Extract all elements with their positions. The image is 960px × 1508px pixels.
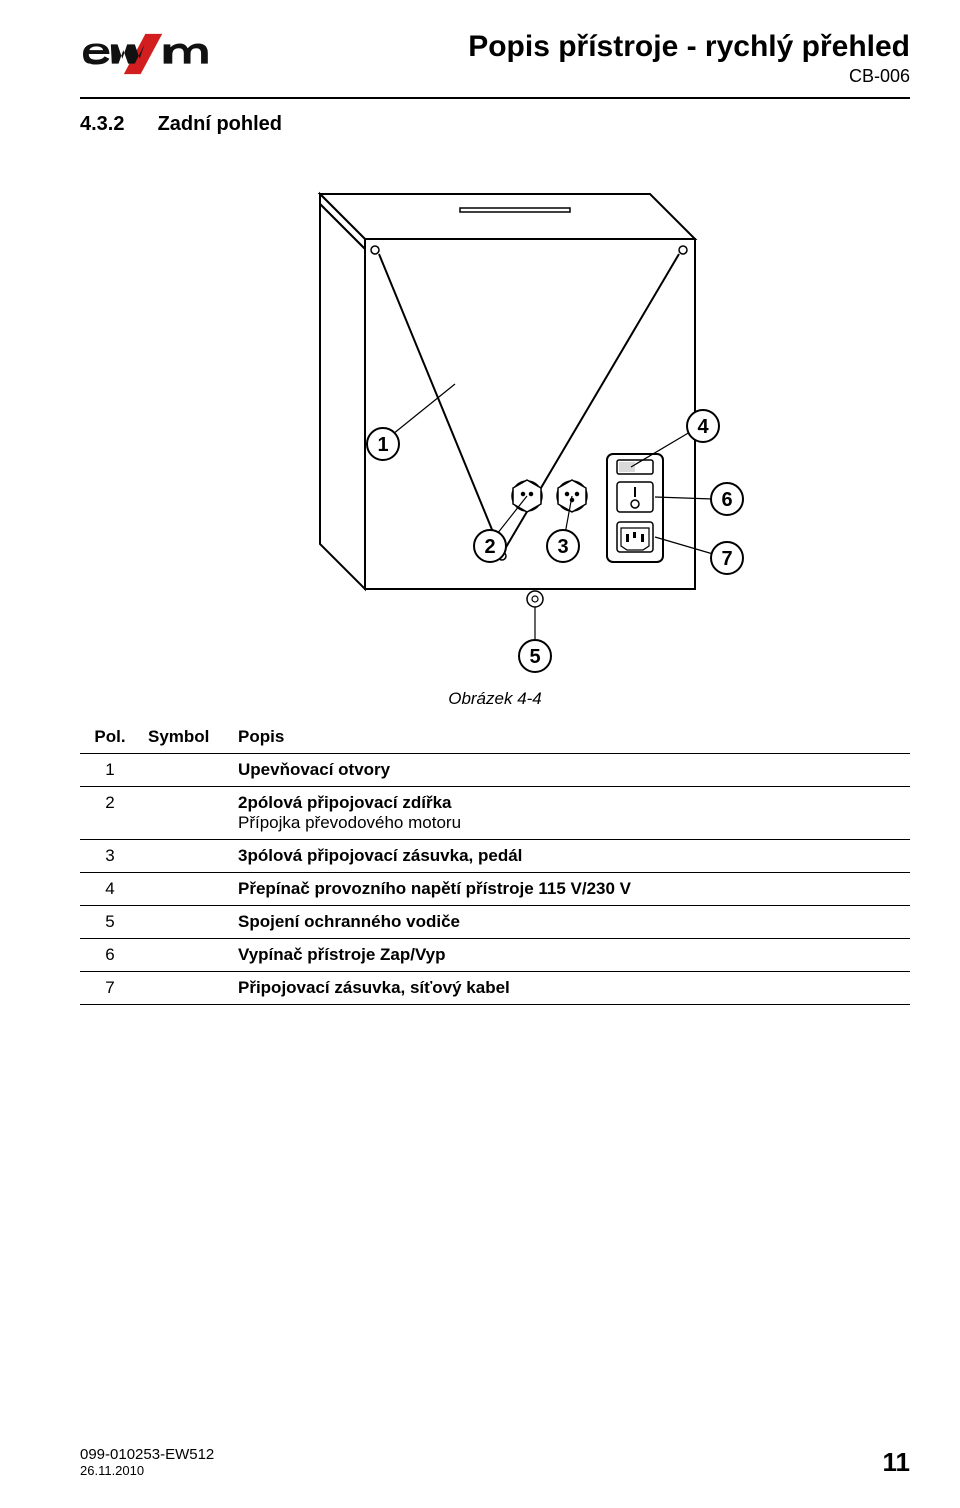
table-row: 2 2pólová připojovací zdířkaPřípojka pře…	[80, 787, 910, 840]
callout-5: 5	[529, 646, 540, 668]
doc-number: 099-010253-EW512	[80, 1446, 214, 1463]
table-row: 3 3pólová připojovací zásuvka, pedál	[80, 840, 910, 873]
table-row: 5 Spojení ochranného vodiče	[80, 906, 910, 939]
cell-desc: Připojovací zásuvka, síťový kabel	[230, 972, 910, 1005]
cell-pos: 3	[80, 840, 140, 873]
logo	[80, 30, 230, 83]
col-symbol: Symbol	[140, 721, 230, 754]
cell-desc: Vypínač přístroje Zap/Vyp	[230, 939, 910, 972]
section-number: 4.3.2	[80, 113, 152, 136]
doc-date: 26.11.2010	[80, 1463, 214, 1478]
cell-pos: 4	[80, 873, 140, 906]
cell-symbol	[140, 873, 230, 906]
table-row: 7 Připojovací zásuvka, síťový kabel	[80, 972, 910, 1005]
section-heading: 4.3.2 Zadní pohled	[80, 113, 910, 136]
cell-pos: 2	[80, 787, 140, 840]
cell-desc: Upevňovací otvory	[230, 754, 910, 787]
figure: 1 2 3 4 6 7 5 Obrázek 4-4	[80, 154, 910, 709]
cell-symbol	[140, 840, 230, 873]
cell-symbol	[140, 972, 230, 1005]
cell-pos: 5	[80, 906, 140, 939]
table-row: 4 Přepínač provozního napětí přístroje 1…	[80, 873, 910, 906]
ewm-logo-icon	[80, 30, 230, 78]
cell-pos: 7	[80, 972, 140, 1005]
cell-symbol	[140, 939, 230, 972]
figure-caption: Obrázek 4-4	[80, 689, 910, 709]
page-title: Popis přístroje - rychlý přehled	[468, 30, 910, 64]
footer-left: 099-010253-EW512 26.11.2010	[80, 1446, 214, 1478]
callout-1: 1	[377, 434, 388, 456]
table-row: 6 Vypínač přístroje Zap/Vyp	[80, 939, 910, 972]
page-footer: 099-010253-EW512 26.11.2010 11	[80, 1446, 910, 1478]
cell-desc: Spojení ochranného vodiče	[230, 906, 910, 939]
col-pos: Pol.	[80, 721, 140, 754]
cell-desc: 3pólová připojovací zásuvka, pedál	[230, 840, 910, 873]
device-rear-diagram-icon: 1 2 3 4 6 7 5	[235, 154, 755, 674]
page-number: 11	[883, 1447, 911, 1478]
callout-4: 4	[697, 416, 709, 438]
section-title: Zadní pohled	[158, 113, 282, 135]
cell-symbol	[140, 787, 230, 840]
cell-desc: Přepínač provozního napětí přístroje 115…	[230, 873, 910, 906]
cell-pos: 6	[80, 939, 140, 972]
page: Popis přístroje - rychlý přehled CB-006 …	[0, 0, 960, 1508]
table-row: 1 Upevňovací otvory	[80, 754, 910, 787]
page-subtitle: CB-006	[468, 66, 910, 87]
header-rule	[80, 97, 910, 99]
cell-pos: 1	[80, 754, 140, 787]
header-right: Popis přístroje - rychlý přehled CB-006	[468, 30, 910, 87]
cell-desc: 2pólová připojovací zdířkaPřípojka převo…	[230, 787, 910, 840]
col-desc: Popis	[230, 721, 910, 754]
cell-symbol	[140, 906, 230, 939]
page-header: Popis přístroje - rychlý přehled CB-006	[80, 30, 910, 93]
callout-3: 3	[557, 536, 568, 558]
callout-6: 6	[721, 489, 732, 511]
cell-symbol	[140, 754, 230, 787]
table-header-row: Pol. Symbol Popis	[80, 721, 910, 754]
callout-7: 7	[721, 548, 732, 570]
callout-2: 2	[484, 536, 495, 558]
parts-table: Pol. Symbol Popis 1 Upevňovací otvory 2 …	[80, 721, 910, 1005]
